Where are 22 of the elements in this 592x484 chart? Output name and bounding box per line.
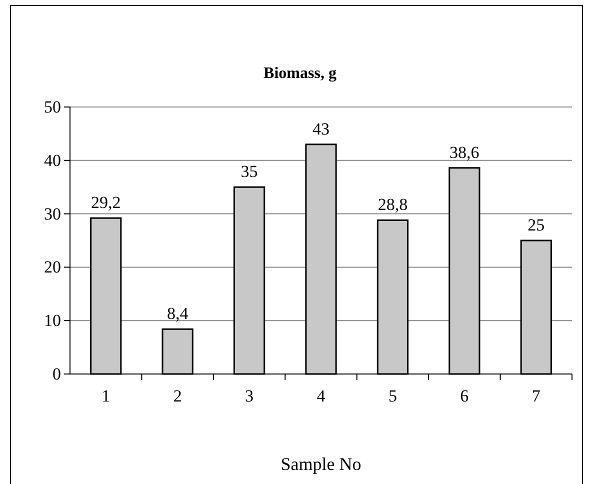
data-label: 43: [312, 119, 330, 138]
x-tick-label: 4: [316, 386, 326, 406]
data-label: 38,6: [450, 142, 480, 162]
y-tick-label: 30: [44, 204, 61, 224]
data-label: 28,8: [378, 195, 408, 214]
x-tick-label: 3: [245, 386, 254, 406]
x-tick-label: 5: [388, 386, 397, 406]
chart-title: Biomass, g: [264, 65, 336, 82]
x-tick-label: 2: [173, 386, 182, 406]
data-label: 35: [240, 162, 258, 182]
x-tick-label: 7: [532, 386, 541, 406]
x-axis-title: Sample No: [280, 454, 362, 474]
y-tick-label: 20: [44, 258, 61, 277]
data-label: 8,4: [166, 304, 189, 324]
y-tick-label: 0: [52, 364, 61, 384]
y-tick-label: 40: [44, 150, 61, 170]
y-tick-label: 50: [44, 97, 61, 116]
data-label: 29,2: [90, 193, 121, 212]
x-tick-label: 6: [460, 386, 469, 406]
data-label: 25: [528, 216, 545, 234]
x-tick-label: 1: [102, 386, 110, 406]
y-tick-label: 10: [44, 311, 61, 330]
